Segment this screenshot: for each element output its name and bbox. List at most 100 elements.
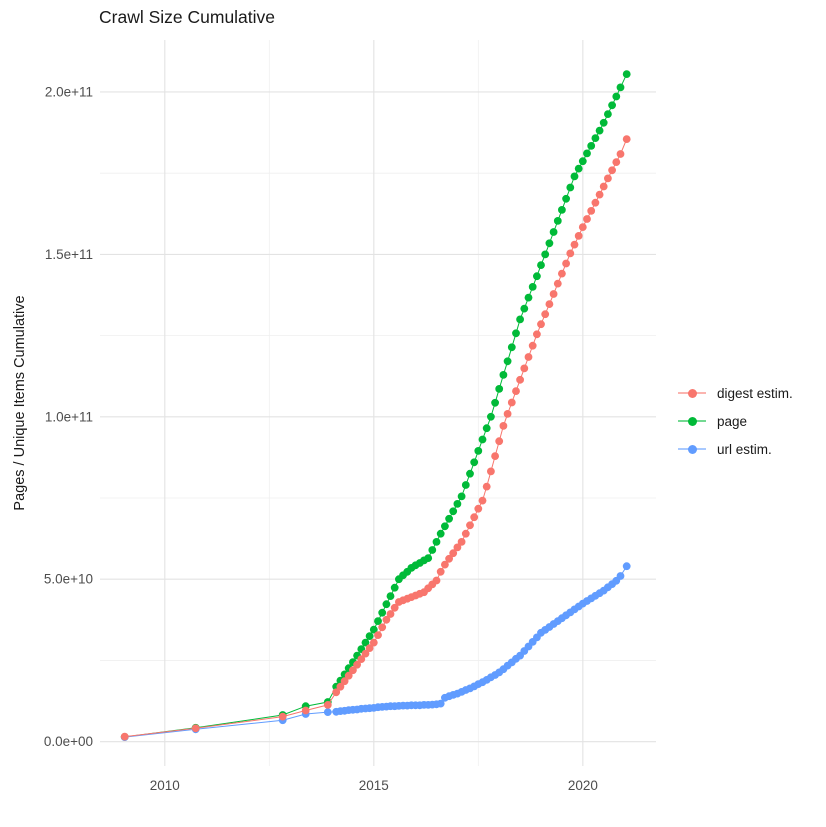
data-point-page xyxy=(445,514,453,523)
data-point-digest-estim xyxy=(278,712,287,721)
data-point-page xyxy=(553,217,562,225)
data-point-url-estim xyxy=(622,562,631,571)
chart-title: Crawl Size Cumulative xyxy=(99,7,276,27)
data-point-page xyxy=(566,183,575,192)
series-digest-estim xyxy=(120,135,631,741)
data-point-digest-estim xyxy=(512,387,520,395)
data-point-page xyxy=(453,500,462,508)
data-point-page xyxy=(533,272,541,281)
data-point-page xyxy=(562,194,570,203)
data-point-page xyxy=(432,538,441,546)
data-point-digest-estim xyxy=(553,279,562,288)
x-tick-label: 2020 xyxy=(568,778,598,793)
data-point-digest-estim xyxy=(120,732,129,741)
data-point-digest-estim xyxy=(549,290,558,298)
data-point-page xyxy=(487,412,495,421)
data-point-digest-estim xyxy=(466,521,474,530)
data-point-digest-estim xyxy=(604,174,612,183)
data-point-page xyxy=(386,592,395,600)
data-point-page xyxy=(608,101,616,110)
data-point-page xyxy=(457,492,466,501)
grid-minor xyxy=(100,40,656,766)
y-tick-label: 5.0e+10 xyxy=(44,572,93,587)
data-point-digest-estim xyxy=(570,240,579,249)
legend-label: digest estim. xyxy=(717,385,793,401)
data-point-digest-estim xyxy=(382,615,391,624)
data-point-page xyxy=(390,583,399,592)
data-point-digest-estim xyxy=(574,232,583,240)
data-point-digest-estim xyxy=(386,610,395,618)
data-point-digest-estim xyxy=(365,644,374,652)
data-point-digest-estim xyxy=(445,554,453,563)
data-point-digest-estim xyxy=(558,269,566,278)
data-point-digest-estim xyxy=(541,310,550,319)
data-point-digest-estim xyxy=(323,701,332,709)
data-point-page xyxy=(599,118,608,127)
data-point-digest-estim xyxy=(578,223,587,232)
legend-item-digest-estim: digest estim. xyxy=(678,379,793,407)
data-point-page xyxy=(570,172,579,181)
data-point-digest-estim xyxy=(441,560,449,569)
data-point-digest-estim xyxy=(369,638,378,647)
data-point-page xyxy=(524,293,533,302)
data-point-digest-estim xyxy=(622,135,631,144)
x-tick-label: 2010 xyxy=(150,778,180,793)
legend-key-icon xyxy=(678,387,706,399)
data-point-page xyxy=(466,469,474,478)
y-tick-label: 1.5e+11 xyxy=(45,247,93,262)
data-point-page xyxy=(499,371,508,379)
data-point-page xyxy=(558,206,566,214)
data-point-page xyxy=(482,424,491,433)
data-point-digest-estim xyxy=(357,655,366,663)
data-point-page xyxy=(369,625,378,634)
data-point-digest-estim xyxy=(503,410,512,418)
data-point-digest-estim xyxy=(591,198,600,207)
data-point-digest-estim xyxy=(491,452,499,460)
data-point-digest-estim xyxy=(374,631,382,639)
data-point-digest-estim xyxy=(533,330,541,339)
data-point-digest-estim xyxy=(461,529,470,538)
x-tick-label: 2015 xyxy=(359,778,389,793)
data-point-digest-estim xyxy=(301,706,310,715)
data-point-digest-estim xyxy=(361,649,370,658)
data-point-digest-estim xyxy=(516,375,524,384)
series-line-digest-estim xyxy=(124,138,628,738)
data-point-digest-estim xyxy=(378,623,387,632)
legend-key-icon xyxy=(678,415,706,427)
axis-tick-labels: 0.0e+00 5.0e+10 1.0e+11 1.5e+11 2.0e+11 2010 2… xyxy=(44,84,598,793)
data-point-page xyxy=(470,458,479,467)
data-point-page xyxy=(378,608,387,617)
data-point-digest-estim xyxy=(499,422,508,430)
legend-item-page: page xyxy=(678,407,793,435)
data-point-page xyxy=(516,315,524,324)
data-point-digest-estim xyxy=(436,567,445,576)
legend-label: url estim. xyxy=(717,441,772,457)
data-point-digest-estim xyxy=(616,150,625,158)
data-point-page xyxy=(604,110,612,118)
data-point-page xyxy=(495,385,504,393)
data-point-page xyxy=(474,447,483,455)
data-point-digest-estim xyxy=(353,660,361,669)
data-point-page xyxy=(545,239,554,248)
legend-item-url-estim: url estim. xyxy=(678,435,793,463)
data-point-digest-estim xyxy=(478,496,487,505)
data-point-page xyxy=(583,149,591,158)
data-point-digest-estim xyxy=(191,724,200,733)
data-point-page xyxy=(537,261,545,269)
data-point-page xyxy=(595,126,604,135)
data-point-page xyxy=(616,83,625,92)
data-point-page xyxy=(441,522,449,531)
data-point-digest-estim xyxy=(344,671,353,680)
data-point-page xyxy=(374,617,382,625)
data-point-digest-estim xyxy=(432,576,441,585)
data-point-page xyxy=(587,142,596,150)
series-url-estim xyxy=(120,562,631,741)
data-point-digest-estim xyxy=(608,166,616,175)
data-point-page xyxy=(424,554,433,562)
data-point-page xyxy=(461,481,470,489)
data-point-page xyxy=(612,92,621,101)
data-point-digest-estim xyxy=(520,364,529,373)
data-point-page xyxy=(549,228,558,236)
